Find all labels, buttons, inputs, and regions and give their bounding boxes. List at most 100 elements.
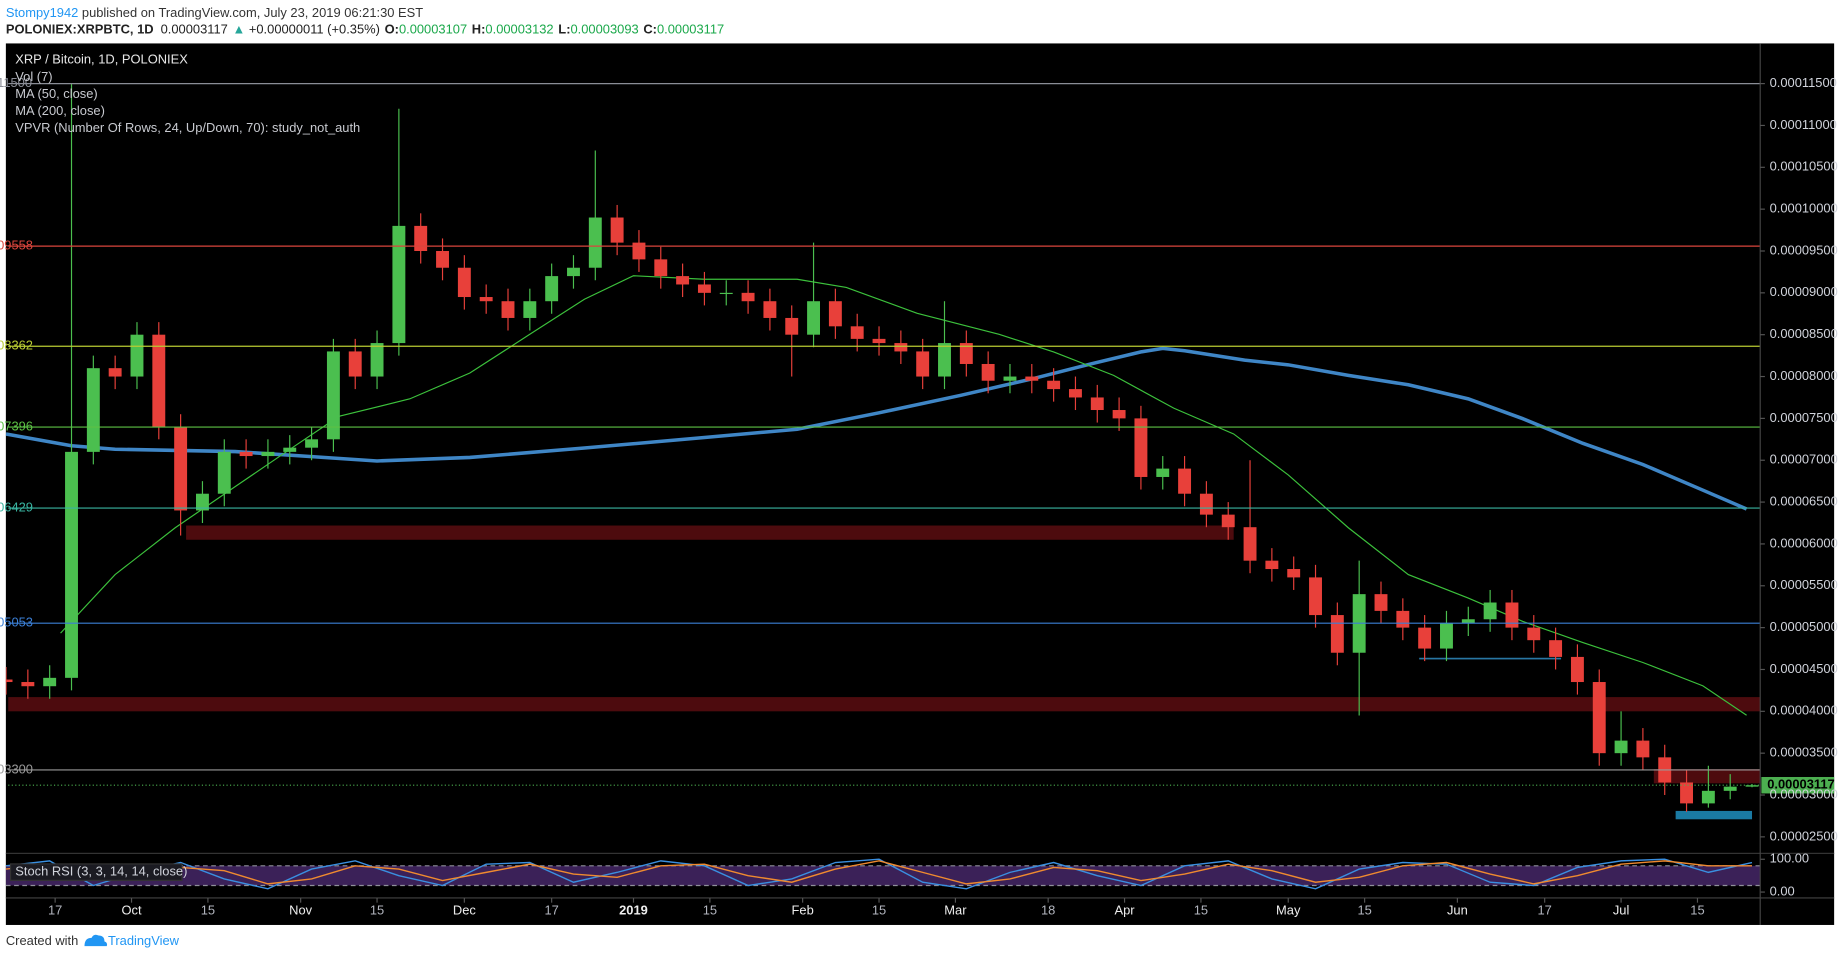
ohlc-value: 0.00003107 (399, 22, 467, 37)
x-tick-label: Feb (792, 902, 814, 917)
y-tick-label: 100.00 (1770, 851, 1809, 866)
y-tick-label: 0.00004500 (1770, 661, 1838, 676)
y-tick-label: 0.00009500 (1770, 242, 1838, 257)
ohlc-label: O: (385, 22, 399, 37)
y-tick-label: 0.00008500 (1770, 326, 1838, 341)
y-tick-label: 0.00006000 (1770, 535, 1838, 550)
y-tick-label: 0.00007000 (1770, 452, 1838, 467)
candle-body (217, 451, 231, 494)
candle-body (108, 368, 122, 377)
candle-body (1527, 627, 1541, 641)
candle-body (1221, 514, 1235, 528)
level-label: 0.00008362 (0, 338, 33, 353)
candle-body (1701, 790, 1715, 804)
candle-body (588, 217, 602, 268)
candle-body (632, 242, 646, 260)
candle-body (436, 250, 449, 268)
zone (1675, 810, 1753, 820)
candle-body (1374, 594, 1388, 611)
candle-body (1309, 577, 1322, 616)
arrow: ▲ (233, 22, 246, 37)
plot-area (5, 83, 1761, 820)
x-tick-label: 15 (1194, 902, 1208, 917)
moving-average (5, 346, 1748, 511)
y-tick-label: 0.00005500 (1770, 577, 1838, 592)
x-tick-label: 17 (544, 902, 558, 917)
candle-body (959, 343, 973, 364)
x-tick-label: 17 (1538, 902, 1552, 917)
candle-body (1483, 602, 1497, 620)
y-tick-label: 0.00004000 (1770, 703, 1838, 718)
candle-body (1287, 569, 1301, 578)
chart-background (5, 43, 1835, 925)
candle-body (1134, 418, 1148, 477)
x-tick-label: 17 (48, 902, 62, 917)
header-line-2: POLONIEX:XRPBTC, 1D 0.00003117 ▲ +0.0000001… (6, 22, 724, 37)
x-tick-label: 15 (1357, 902, 1371, 917)
legend-entry: MA (200, close) (15, 103, 105, 118)
candle-body (370, 343, 384, 377)
candle-body (1396, 610, 1410, 628)
x-tick-label: 15 (703, 902, 717, 917)
x-tick-label: Mar (944, 902, 967, 917)
legend-entry: MA (50, close) (15, 86, 97, 101)
candle-body (65, 451, 78, 678)
candle-body (1112, 410, 1126, 419)
candle-body (21, 682, 35, 687)
candle-body (938, 343, 951, 377)
candle-body (567, 267, 580, 277)
ohlc-value: 0.00003132 (485, 22, 553, 37)
brand-logo[interactable] (84, 934, 108, 947)
x-tick-label: Dec (453, 902, 476, 917)
candle-body (807, 301, 821, 335)
candle-body (1265, 560, 1279, 570)
candle-body (1723, 786, 1737, 791)
ohlc-label: C: (643, 22, 657, 37)
candle-body (1068, 389, 1082, 398)
candle-body (326, 351, 340, 440)
legend-entry: VPVR (Number Of Rows, 24, Up/Down, 70): … (15, 120, 360, 135)
published: published on TradingView.com, July 23, 2… (78, 5, 423, 20)
ohlc-value: 0.00003117 (657, 22, 724, 37)
zone (186, 525, 1234, 540)
candle-body (305, 439, 319, 448)
candle-body (174, 426, 188, 511)
candle-body (1549, 640, 1563, 657)
candle-body (283, 447, 297, 452)
x-tick-label: May (1276, 902, 1301, 917)
candle-body (1243, 527, 1257, 561)
candle-body (1505, 602, 1519, 628)
legend-entry: Vol (7) (15, 69, 52, 84)
y-tick-label: 0.00 (1770, 883, 1795, 898)
zone (1653, 769, 1761, 784)
candle-body (1636, 740, 1650, 758)
candle-body (196, 493, 209, 511)
y-tick-label: 0.00010500 (1770, 159, 1838, 174)
candle-body (1330, 615, 1344, 653)
level-label: 0.00003300 (0, 761, 33, 776)
x-tick-label: 18 (1041, 902, 1055, 917)
level-label: 0.00007396 (0, 418, 33, 433)
candle-body (916, 351, 930, 377)
stoch-panel (5, 853, 1761, 898)
x-tick-label: Apr (1115, 902, 1136, 917)
level-label: 0.00009558 (0, 238, 33, 253)
candle-body (1090, 397, 1104, 411)
candle-body (239, 451, 253, 457)
y-tick-label: 0.00002500 (1770, 828, 1838, 843)
candle-body (981, 363, 995, 381)
candle-body (479, 297, 493, 302)
x-tick-label: Jun (1447, 902, 1468, 917)
candle-body (1199, 493, 1213, 515)
candle-body (654, 259, 668, 277)
candle-body (1745, 785, 1759, 787)
candle-body (1461, 619, 1475, 624)
price: 0.00003117 (161, 22, 228, 37)
last-price-tag (1761, 777, 1835, 794)
candle-body (5, 679, 13, 683)
author[interactable]: Stompy1942 (6, 5, 78, 20)
footer-brand[interactable]: TradingView (108, 933, 180, 948)
x-tick-label: 15 (1690, 902, 1704, 917)
y-tick-label: 0.00010000 (1770, 201, 1838, 216)
